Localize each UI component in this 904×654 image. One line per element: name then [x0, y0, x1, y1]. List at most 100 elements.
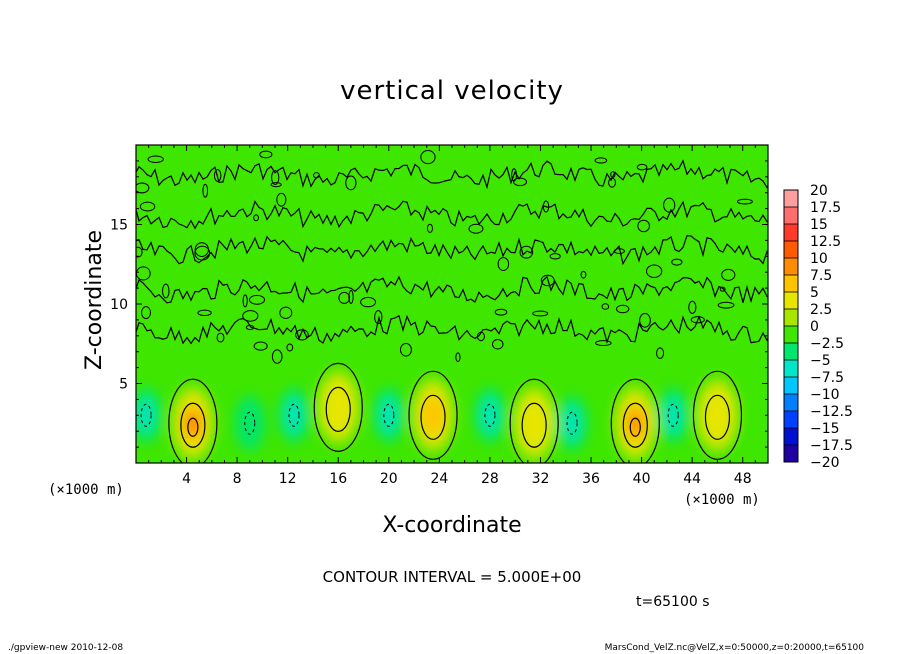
contour-loop	[519, 245, 534, 259]
x-tick-label: 4	[182, 471, 191, 487]
contour-loop	[497, 257, 510, 271]
contour-loop	[717, 301, 735, 309]
y-axis-label: Z-coordinate	[82, 230, 107, 370]
colorbar-swatch	[784, 207, 798, 224]
colorbar-label: 20	[810, 183, 828, 199]
colorbar-swatch	[784, 309, 798, 326]
contour-loop	[345, 175, 357, 191]
colorbar-label: −20	[810, 455, 840, 471]
colorbar-label: −7.5	[810, 370, 844, 386]
contour-loop	[286, 343, 294, 352]
contour-loop	[253, 214, 259, 222]
contour-loop	[202, 183, 209, 198]
contour-loop	[580, 270, 587, 279]
colorbar-swatch	[784, 292, 798, 309]
contour-loop	[636, 163, 648, 171]
contour-loop	[259, 150, 273, 159]
contour-loop	[542, 200, 550, 213]
contour-lines	[136, 150, 768, 463]
colorbar-swatch	[784, 326, 798, 343]
contour-loop	[270, 182, 282, 188]
velocity-field	[136, 145, 768, 463]
updraft-contour-3	[509, 378, 559, 463]
footer-left: ./gpview-new 2010-12-08	[8, 643, 124, 653]
contour-line-2	[136, 235, 768, 266]
updraft-contour-5	[692, 370, 743, 460]
contour-loop	[613, 248, 625, 255]
downdraft-contour-5	[566, 411, 578, 435]
downdraft-core-6	[663, 397, 684, 434]
colorbar-label: 7.5	[810, 268, 832, 284]
contour-loop	[136, 246, 143, 258]
contour-loop	[139, 201, 156, 212]
contour-loop	[295, 329, 309, 341]
x-axis-ticks: 4 8 12 16 20 24 28 32 36 40 44 48	[148, 145, 756, 487]
colorbar-swatch	[784, 258, 798, 275]
updraft-inner-contour-4	[622, 402, 648, 448]
x-unit-label: (×1000 m)	[684, 492, 760, 508]
downdraft-core-2	[284, 397, 304, 434]
contour-loop	[608, 177, 617, 188]
downdraft-contour-3	[383, 403, 395, 427]
x-axis-label: X-coordinate	[382, 513, 522, 538]
contour-loop	[374, 310, 383, 325]
contour-loop	[426, 223, 433, 233]
x-tick-label: 36	[582, 471, 600, 487]
contour-loop	[736, 198, 753, 205]
contour-interval: CONTOUR INTERVAL = 5.000E+00	[322, 568, 582, 586]
colorbar-label: 5	[810, 285, 819, 301]
colorbar-swatch	[784, 394, 798, 411]
contour-loop	[242, 310, 259, 322]
contour-loop	[671, 258, 683, 266]
contour-loop	[656, 347, 665, 359]
contour-loop	[476, 331, 485, 342]
downdraft-core-1	[239, 405, 260, 442]
colorbar-label: 15	[810, 217, 828, 233]
contour-loop	[399, 343, 412, 357]
downdraft-contour-6	[667, 403, 679, 427]
colorbar-swatch	[784, 411, 798, 428]
contour-loop	[663, 197, 676, 213]
x-tick-label: 16	[329, 471, 347, 487]
contour-loop	[279, 306, 293, 319]
x-tick-label: 12	[279, 471, 297, 487]
contour-loop	[719, 286, 726, 292]
contour-loop	[594, 157, 608, 164]
downdraft-contour-1	[244, 411, 256, 435]
contour-line-4	[136, 314, 768, 345]
x-tick-label: 8	[233, 471, 242, 487]
updraft-contour-4	[610, 378, 660, 463]
contour-loop	[610, 171, 616, 178]
contour-loop	[248, 294, 266, 305]
updraft-inner-contour-2	[420, 394, 446, 440]
contour-loop	[690, 316, 705, 324]
contour-loop	[595, 340, 612, 347]
contour-loop	[511, 168, 517, 182]
contour-line-0	[136, 159, 768, 190]
updraft-inner-contour-5	[704, 394, 731, 440]
colorbar-label: 12.5	[810, 234, 841, 250]
contour-loop	[639, 313, 651, 328]
colorbar-label: −17.5	[810, 438, 853, 454]
contour-loop	[194, 242, 209, 257]
x-tick-label: 48	[734, 471, 752, 487]
contour-loop	[532, 310, 549, 317]
time-label: t=65100 s	[636, 594, 710, 610]
contour-loop	[549, 253, 561, 260]
contour-loop	[162, 283, 170, 299]
contour-loop	[491, 339, 504, 350]
colorbar-label: 10	[810, 251, 828, 267]
updraft-contour-1	[313, 362, 363, 452]
x-tick-label: 32	[532, 471, 550, 487]
downdraft-contour-4	[484, 403, 496, 427]
downdraft-core-5	[562, 405, 583, 442]
contour-line-3	[136, 275, 768, 304]
contour-loop	[637, 219, 650, 233]
updraft-core-contour-4	[629, 417, 641, 437]
contour-loop	[338, 291, 351, 304]
colorbar-label: 2.5	[810, 302, 832, 318]
colorbar-swatch	[784, 428, 798, 445]
colorbar-swatch	[784, 445, 798, 462]
colorbar-label: 0	[810, 319, 819, 335]
colorbar-label: −2.5	[810, 336, 844, 352]
